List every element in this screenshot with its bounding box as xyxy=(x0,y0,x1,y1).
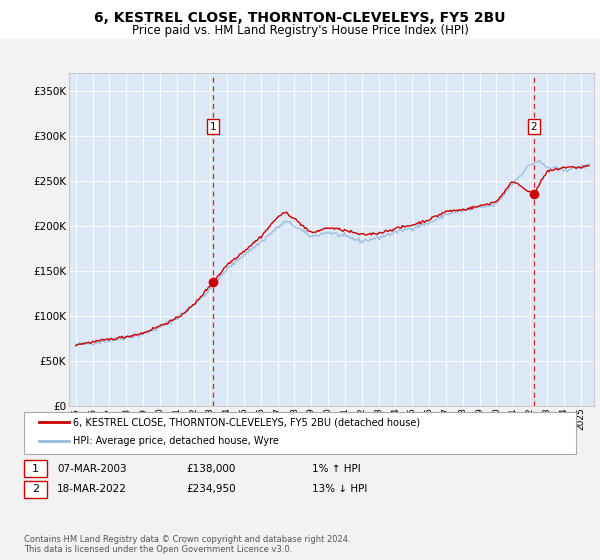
Text: 1: 1 xyxy=(210,122,217,132)
Text: HPI: Average price, detached house, Wyre: HPI: Average price, detached house, Wyre xyxy=(73,436,279,446)
Text: 1% ↑ HPI: 1% ↑ HPI xyxy=(312,464,361,474)
Text: 13% ↓ HPI: 13% ↓ HPI xyxy=(312,484,367,494)
Text: 6, KESTREL CLOSE, THORNTON-CLEVELEYS, FY5 2BU (detached house): 6, KESTREL CLOSE, THORNTON-CLEVELEYS, FY… xyxy=(73,417,421,427)
Text: 1: 1 xyxy=(32,464,39,474)
Text: 07-MAR-2003: 07-MAR-2003 xyxy=(57,464,127,474)
Text: Contains HM Land Registry data © Crown copyright and database right 2024.
This d: Contains HM Land Registry data © Crown c… xyxy=(24,535,350,554)
Text: 2: 2 xyxy=(530,122,537,132)
Text: 2: 2 xyxy=(32,484,39,494)
Text: 6, KESTREL CLOSE, THORNTON-CLEVELEYS, FY5 2BU: 6, KESTREL CLOSE, THORNTON-CLEVELEYS, FY… xyxy=(94,11,506,25)
Text: Price paid vs. HM Land Registry's House Price Index (HPI): Price paid vs. HM Land Registry's House … xyxy=(131,24,469,36)
Text: 18-MAR-2022: 18-MAR-2022 xyxy=(57,484,127,494)
Text: £234,950: £234,950 xyxy=(186,484,236,494)
Text: £138,000: £138,000 xyxy=(186,464,235,474)
